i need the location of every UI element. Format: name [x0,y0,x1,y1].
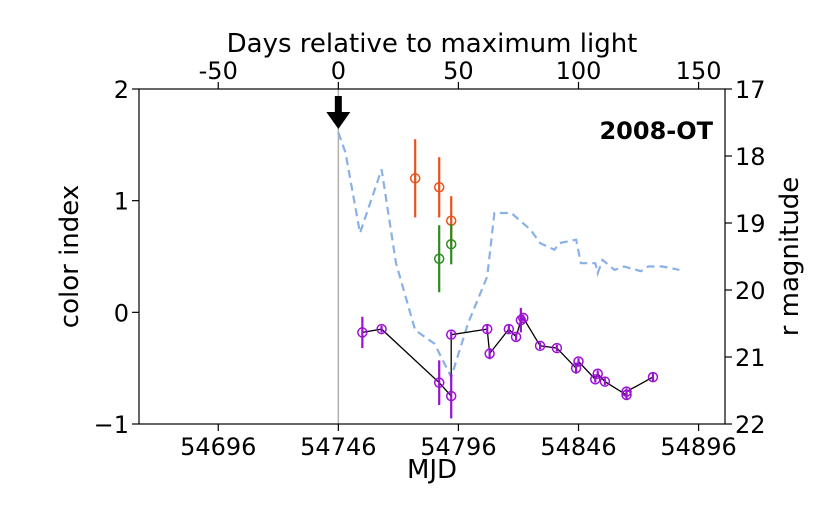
y2-tick-label: 17 [735,76,766,104]
y2-tick-label: 20 [735,277,766,305]
purple-color-index-point [518,312,529,324]
y-tick-label: 2 [114,76,129,104]
top-tick-label: -50 [199,57,238,85]
x-tick-label: 54746 [300,433,376,461]
max-light-arrow-head [326,112,351,129]
orange-color-index-point [433,182,445,193]
y2-axis-title: r magnitude [775,177,805,337]
purple-color-index-point [376,323,387,335]
purple-color-index-point [515,314,527,326]
y2-tick-label: 22 [735,411,766,439]
y2-tick-label: 21 [735,344,766,372]
object-annotation: 2008-OT [599,117,713,145]
purple-color-index-point [592,368,603,379]
purple-color-index-point [534,340,546,352]
green-color-index-point [433,253,445,264]
purple-color-index-point [570,362,582,374]
purple-color-index-point [510,331,522,343]
top-tick-label: 150 [676,57,722,85]
purple-color-index-point [503,323,515,335]
x-tick-label: 54796 [420,433,496,461]
purple-color-index-point [357,327,368,338]
top-tick-label: 100 [556,57,602,85]
plot-frame [138,88,726,425]
x-tick-label: 54896 [660,433,736,461]
purple-color-index-point [445,329,457,340]
top-tick-label: 50 [443,57,474,85]
purple-color-index-point [590,374,601,385]
purple-color-index-point [599,376,611,387]
top-tick-label: 0 [331,57,346,85]
y-tick-label: 1 [114,188,129,216]
purple-color-index-point [433,377,445,388]
x-tick-label: 54846 [540,433,616,461]
r-magnitude-curve [337,132,680,381]
purple-color-index-point [647,371,659,383]
top-axis-title: Days relative to maximum light [227,29,638,59]
purple-color-index-point [481,323,493,335]
y2-tick-label: 19 [735,210,766,238]
x-axis-title: MJD [407,455,457,485]
orange-color-index-point [409,173,421,184]
y-tick-label: 0 [114,299,129,327]
purple-color-index-point [621,386,632,397]
purple-color-index-point [551,342,563,354]
y-axis-title: color index [55,185,85,328]
max-light-arrow-shaft [334,96,342,114]
purple-color-index-point [445,390,457,402]
purple-color-index-point [484,348,495,359]
y2-tick-label: 18 [735,143,766,171]
green-color-index-point [445,238,457,250]
purple-color-index-connector [362,316,654,398]
x-tick-label: 54696 [180,433,256,461]
y-tick-label: −1 [94,411,129,439]
purple-color-index-point [573,356,584,367]
